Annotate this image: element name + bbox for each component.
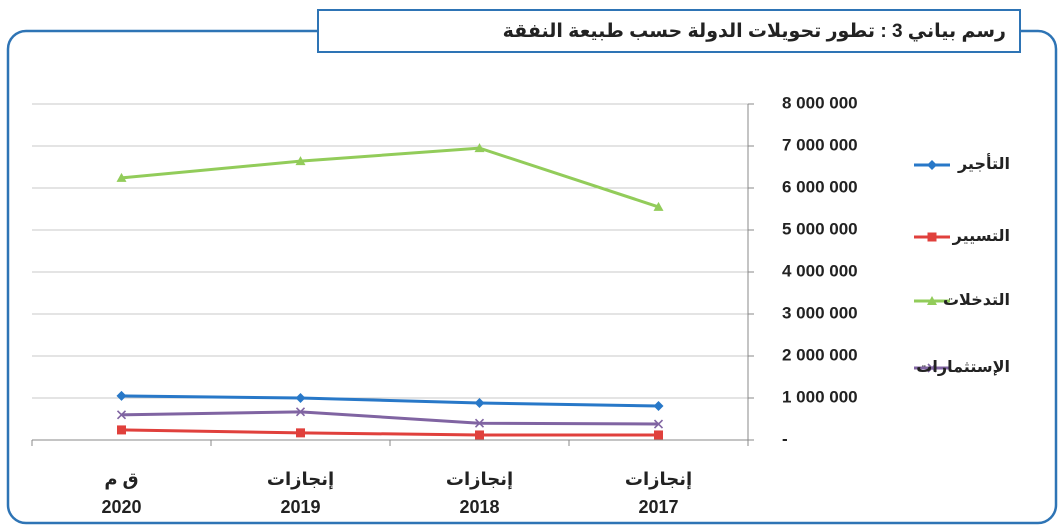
- frame: [6, 29, 1058, 525]
- point: [653, 419, 664, 429]
- y-tick-label: 7 000 000: [782, 135, 858, 154]
- series-line: [121, 410, 659, 426]
- point: [475, 430, 484, 440]
- point: [295, 156, 306, 166]
- point: [295, 393, 306, 403]
- series-line: [121, 394, 659, 408]
- point: [654, 430, 663, 440]
- point: [474, 418, 485, 428]
- y-tick-label: 1 000 000: [782, 387, 858, 406]
- y-tick-label: 8 000 000: [782, 93, 858, 112]
- y-tick-label: -: [782, 429, 788, 448]
- series-line: [121, 428, 659, 437]
- point: [116, 410, 127, 420]
- legend-label: التأجير: [957, 153, 1010, 173]
- series-line: [121, 146, 659, 209]
- point: [295, 407, 306, 417]
- chart-title: رسم بياني 3 : تطور تحويلات الدولة حسب طب…: [503, 21, 1006, 42]
- legend-marker: [927, 296, 937, 305]
- x-tick-label: إنجازات: [267, 469, 334, 489]
- point: [116, 172, 127, 182]
- x-tick-label: إنجازات: [625, 469, 692, 489]
- x-tick-label: 2017: [638, 497, 678, 517]
- title-box: [317, 9, 1021, 53]
- point: [296, 428, 305, 438]
- point: [653, 201, 664, 211]
- point: [116, 390, 127, 401]
- legend-marker: [927, 232, 937, 242]
- legend-label: التدخلات: [943, 292, 1010, 309]
- legend-label: الإستثمارات: [916, 359, 1010, 376]
- y-tick-label: 5 000 000: [782, 219, 858, 238]
- y-tick-label: 2 000 000: [782, 345, 858, 364]
- y-tick-label: 4 000 000: [782, 261, 858, 280]
- x-tick-label: إنجازات: [446, 469, 513, 489]
- y-tick-label: 6 000 000: [782, 177, 858, 196]
- point: [474, 143, 485, 153]
- x-tick-label: 2019: [280, 497, 320, 517]
- x-tick-label: 2018: [459, 497, 499, 517]
- x-tick-label: ق م: [104, 469, 138, 489]
- x-tick-label: 2020: [101, 497, 141, 517]
- legend-label: التسيير: [952, 228, 1010, 245]
- y-tick-label: 3 000 000: [782, 303, 858, 322]
- point: [474, 398, 485, 409]
- legend-marker: [927, 160, 937, 170]
- point: [653, 400, 664, 411]
- legend-marker: [927, 363, 937, 373]
- point: [117, 425, 126, 435]
